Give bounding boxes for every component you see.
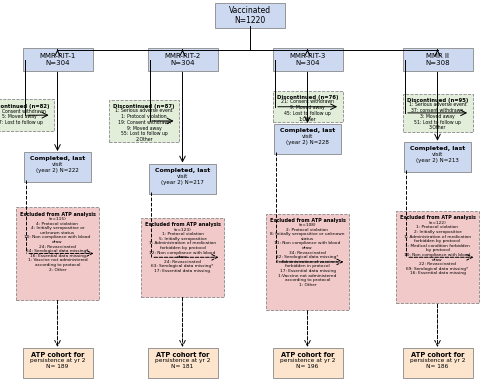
Text: MMR-RIT-2
N=304: MMR-RIT-2 N=304 (164, 53, 200, 66)
Text: Completed, last: Completed, last (30, 156, 85, 161)
Text: 1: Serious adverse event
1: Protocol violation
19: Consent withdrawn
9: Moved aw: 1: Serious adverse event 1: Protocol vio… (115, 108, 173, 142)
FancyBboxPatch shape (272, 348, 342, 378)
Text: 21: Consent withdrawn
9: Moved away
45: Lost to follow up
1:Other: 21: Consent withdrawn 9: Moved away 45: … (281, 99, 334, 122)
Text: ATP cohort for: ATP cohort for (281, 352, 334, 358)
Text: persistence at yr 2
N= 189: persistence at yr 2 N= 189 (30, 358, 85, 369)
Text: visit
(year 2) N=213: visit (year 2) N=213 (416, 152, 459, 163)
Text: Discontinued (n=87): Discontinued (n=87) (113, 104, 175, 109)
FancyBboxPatch shape (22, 348, 92, 378)
Text: Discontinued (n=82): Discontinued (n=82) (0, 104, 50, 109)
Text: persistence at yr 2
N= 196: persistence at yr 2 N= 196 (280, 358, 335, 369)
Text: persistence at yr 2
N= 181: persistence at yr 2 N= 181 (155, 358, 210, 369)
Text: 20: Consent withdrawn
5: Moved away
57: Lost to follow up: 20: Consent withdrawn 5: Moved away 57: … (0, 109, 46, 125)
Text: (n=115)
4: Protocol violation
4: Initially seropositive or
unknown status
10: No: (n=115) 4: Protocol violation 4: Initial… (24, 217, 90, 271)
Text: (n=122)
1: Protocol violation
2: Initially seropositive
1: Administration of med: (n=122) 1: Protocol violation 2: Initial… (404, 221, 471, 275)
FancyBboxPatch shape (16, 207, 99, 300)
Text: Discontinued (n=95): Discontinued (n=95) (407, 98, 468, 103)
FancyBboxPatch shape (402, 94, 472, 132)
FancyBboxPatch shape (272, 48, 342, 71)
Text: ATP cohort for: ATP cohort for (411, 352, 464, 358)
Text: Excluded from ATP analysis: Excluded from ATP analysis (270, 218, 345, 223)
Text: (n=123)
1: Protocol violation
5: Initially seropositive
1: Administration of med: (n=123) 1: Protocol violation 5: Initial… (149, 228, 216, 273)
FancyBboxPatch shape (24, 152, 92, 182)
Text: visit
(year 2) N=228: visit (year 2) N=228 (286, 134, 329, 145)
FancyBboxPatch shape (148, 48, 218, 71)
FancyBboxPatch shape (266, 214, 349, 310)
FancyBboxPatch shape (22, 48, 92, 71)
Text: Excluded from ATP analysis: Excluded from ATP analysis (400, 215, 475, 220)
Text: 1: Serious adverse event
37: consent withdrawn
3: Moved away
51: Lost to follow : 1: Serious adverse event 37: consent wit… (409, 102, 466, 130)
FancyBboxPatch shape (215, 3, 285, 28)
Text: MMR-RIT-1
N=304: MMR-RIT-1 N=304 (40, 53, 76, 66)
Text: MMR II
N=308: MMR II N=308 (425, 53, 450, 66)
Text: ATP cohort for: ATP cohort for (156, 352, 209, 358)
Text: Completed, last: Completed, last (410, 146, 465, 151)
Text: Discontinued (n=76): Discontinued (n=76) (277, 95, 338, 100)
FancyBboxPatch shape (148, 348, 218, 378)
FancyBboxPatch shape (404, 142, 471, 172)
Text: visit
(year 2) N=222: visit (year 2) N=222 (36, 162, 79, 173)
Text: Excluded from ATP analysis: Excluded from ATP analysis (144, 222, 220, 227)
Text: ATP cohort for: ATP cohort for (31, 352, 84, 358)
FancyBboxPatch shape (402, 48, 472, 71)
FancyBboxPatch shape (274, 124, 341, 154)
FancyBboxPatch shape (149, 164, 216, 194)
FancyBboxPatch shape (396, 211, 479, 303)
FancyBboxPatch shape (402, 348, 472, 378)
Text: Excluded from ATP analysis: Excluded from ATP analysis (20, 212, 96, 217)
Text: MMR-RIT-3
N=304: MMR-RIT-3 N=304 (290, 53, 326, 66)
FancyBboxPatch shape (142, 218, 224, 296)
Text: Completed, last: Completed, last (280, 128, 335, 133)
FancyBboxPatch shape (109, 100, 179, 142)
FancyBboxPatch shape (0, 99, 54, 131)
FancyBboxPatch shape (272, 91, 342, 122)
Text: visit
(year 2) N=217: visit (year 2) N=217 (161, 174, 204, 185)
Text: (n=108)
2: Protocol violation
8: Initially seropositive or unknown
status
11: No: (n=108) 2: Protocol violation 8: Initial… (270, 223, 345, 287)
Text: persistence at yr 2
N= 186: persistence at yr 2 N= 186 (410, 358, 465, 369)
Text: Vaccinated
N=1220: Vaccinated N=1220 (229, 6, 271, 25)
Text: Completed, last: Completed, last (155, 168, 210, 173)
